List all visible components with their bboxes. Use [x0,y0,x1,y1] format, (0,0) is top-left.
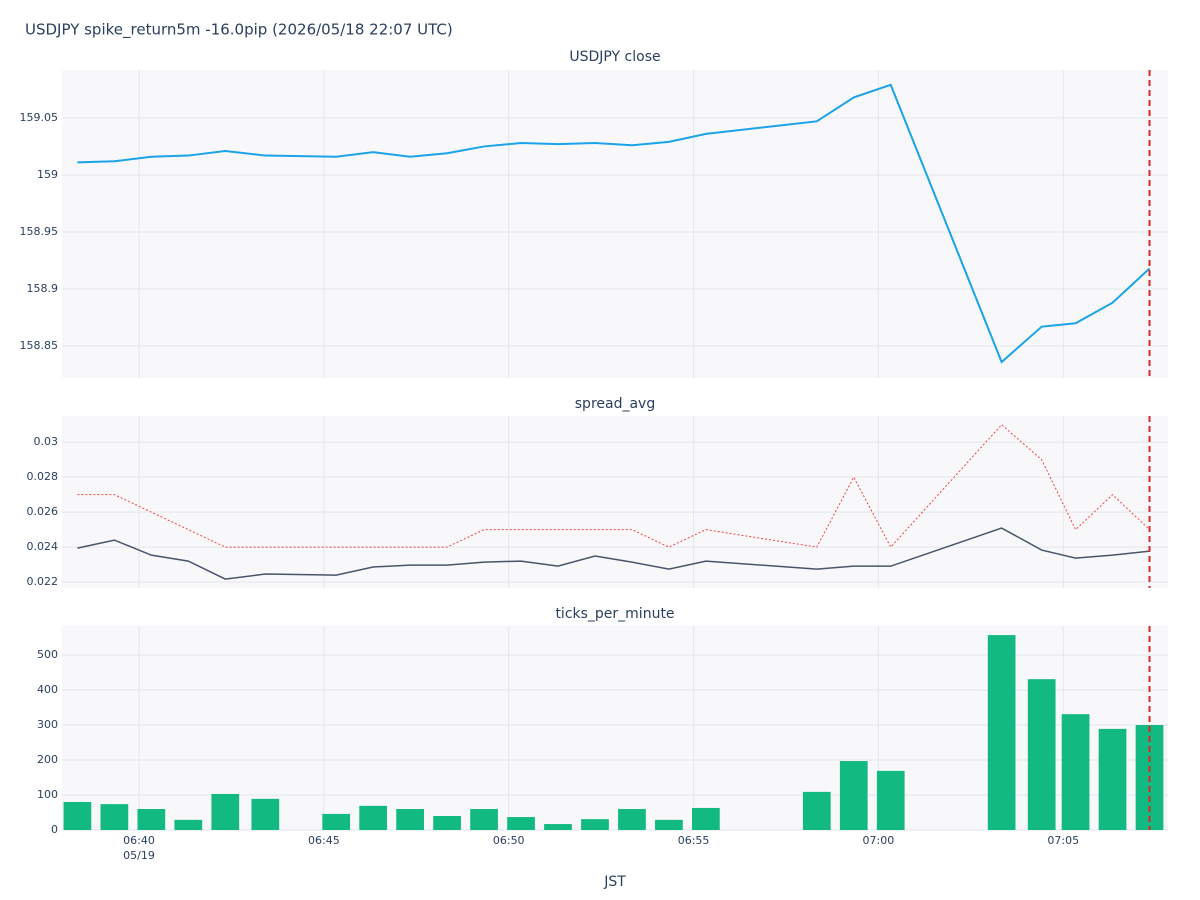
bar [839,761,868,830]
bar [322,813,351,830]
bar [359,805,388,830]
bar [802,791,831,830]
y-tick-label: 159 [37,168,58,181]
bar [174,819,203,830]
line [77,527,1150,580]
x-axis-title: JST [603,874,626,890]
bar [396,809,424,830]
bar [987,635,1016,830]
bar [581,819,609,830]
bar [507,817,535,830]
y-tick-label: 0.03 [34,435,59,448]
bar [876,770,905,830]
bar [1098,728,1127,830]
bar [655,819,683,830]
bar [433,816,461,830]
y-tick-label: 300 [37,718,58,731]
bar [544,824,572,830]
bar [251,798,280,830]
y-tick-label: 0.022 [27,575,59,588]
bar [137,809,166,830]
y-tick-label: 158.9 [27,282,59,295]
y-tick-label: 158.85 [20,339,59,352]
y-tick-label: 0.024 [27,540,59,553]
line [77,424,1150,548]
line [77,83,1151,364]
bar [692,807,720,830]
bar [1027,679,1056,830]
bar [63,802,92,830]
y-tick-label: 0 [51,823,58,836]
x-tick-label: 06:45 [308,834,340,847]
x-tick-date: 05/19 [123,849,155,862]
y-tick-label: 158.95 [20,225,59,238]
y-tick-label: 200 [37,753,58,766]
y-tick-label: 0.028 [27,470,59,483]
y-tick-label: 159.05 [20,111,59,124]
y-tick-label: 0.026 [27,505,59,518]
subplot-title: USDJPY close [569,49,660,65]
y-tick-label: 400 [37,683,58,696]
x-tick-label: 07:05 [1047,834,1079,847]
subplot-title: spread_avg [575,396,655,412]
chart-title: USDJPY spike_return5m -16.0pip (2026/05/… [25,21,453,40]
x-tick-label: 06:40 [123,834,155,847]
x-tick-label: 06:50 [493,834,525,847]
y-tick-label: 100 [37,788,58,801]
plot-area [62,70,1168,378]
bar [211,793,240,830]
x-tick-label: 06:55 [678,834,710,847]
y-tick-label: 500 [37,648,58,661]
bar [470,809,498,830]
bar [618,809,646,830]
bar [100,804,129,830]
x-tick-label: 07:00 [863,834,895,847]
plot-area [62,626,1168,830]
subplot-title: ticks_per_minute [555,606,674,622]
bar [1061,714,1090,830]
